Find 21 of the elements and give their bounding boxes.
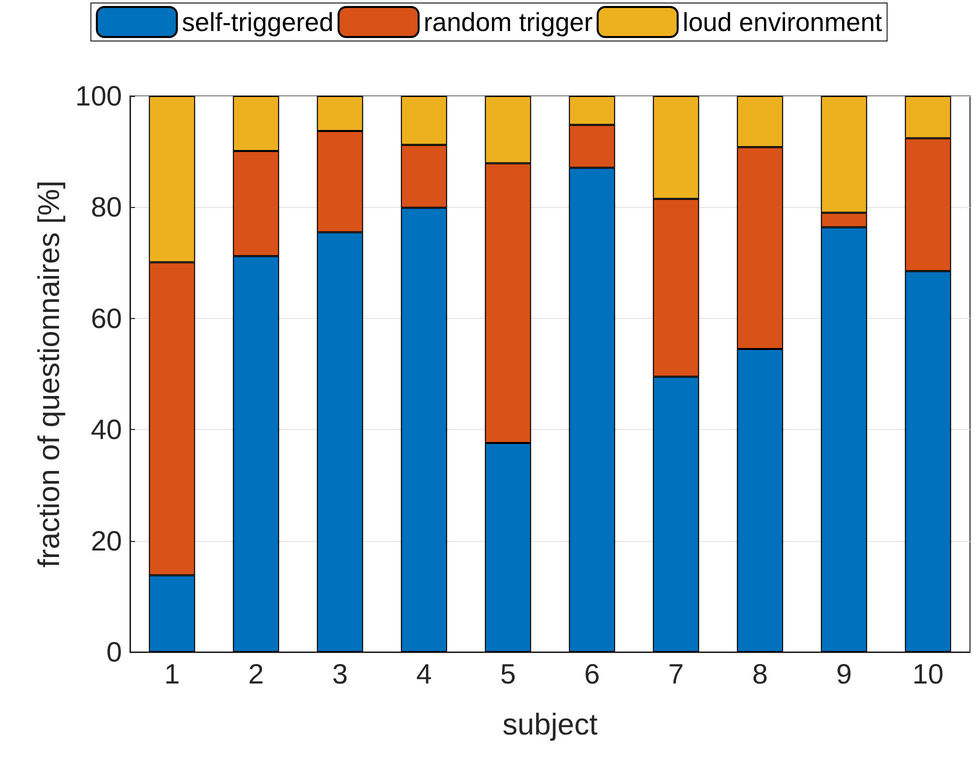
x-tick-label: 6	[584, 658, 600, 690]
x-axis-title: subject	[502, 708, 598, 742]
y-tick-label: 80	[90, 192, 122, 223]
y-tick-label: 40	[90, 414, 122, 446]
x-tick-label: 2	[248, 658, 264, 690]
legend-label: random trigger	[424, 7, 594, 37]
legend-label: loud environment	[682, 7, 883, 37]
y-tick-label: 20	[90, 525, 122, 556]
y-tick-label: 100	[75, 80, 122, 112]
x-tick-label: 3	[332, 658, 348, 690]
x-tick-label: 5	[500, 658, 516, 690]
x-tick-label: 7	[668, 658, 684, 690]
x-tick-label: 8	[752, 658, 768, 690]
y-axis-title: fraction of questionnaires [%]	[32, 180, 66, 568]
x-tick-label: 10	[912, 658, 944, 690]
y-tick-label: 0	[106, 636, 122, 668]
legend-label: self-triggered	[182, 7, 334, 37]
y-tick-label: 60	[90, 302, 122, 334]
x-tick-label: 4	[416, 658, 432, 690]
x-tick-label: 1	[164, 658, 180, 690]
x-tick-label: 9	[836, 658, 852, 690]
